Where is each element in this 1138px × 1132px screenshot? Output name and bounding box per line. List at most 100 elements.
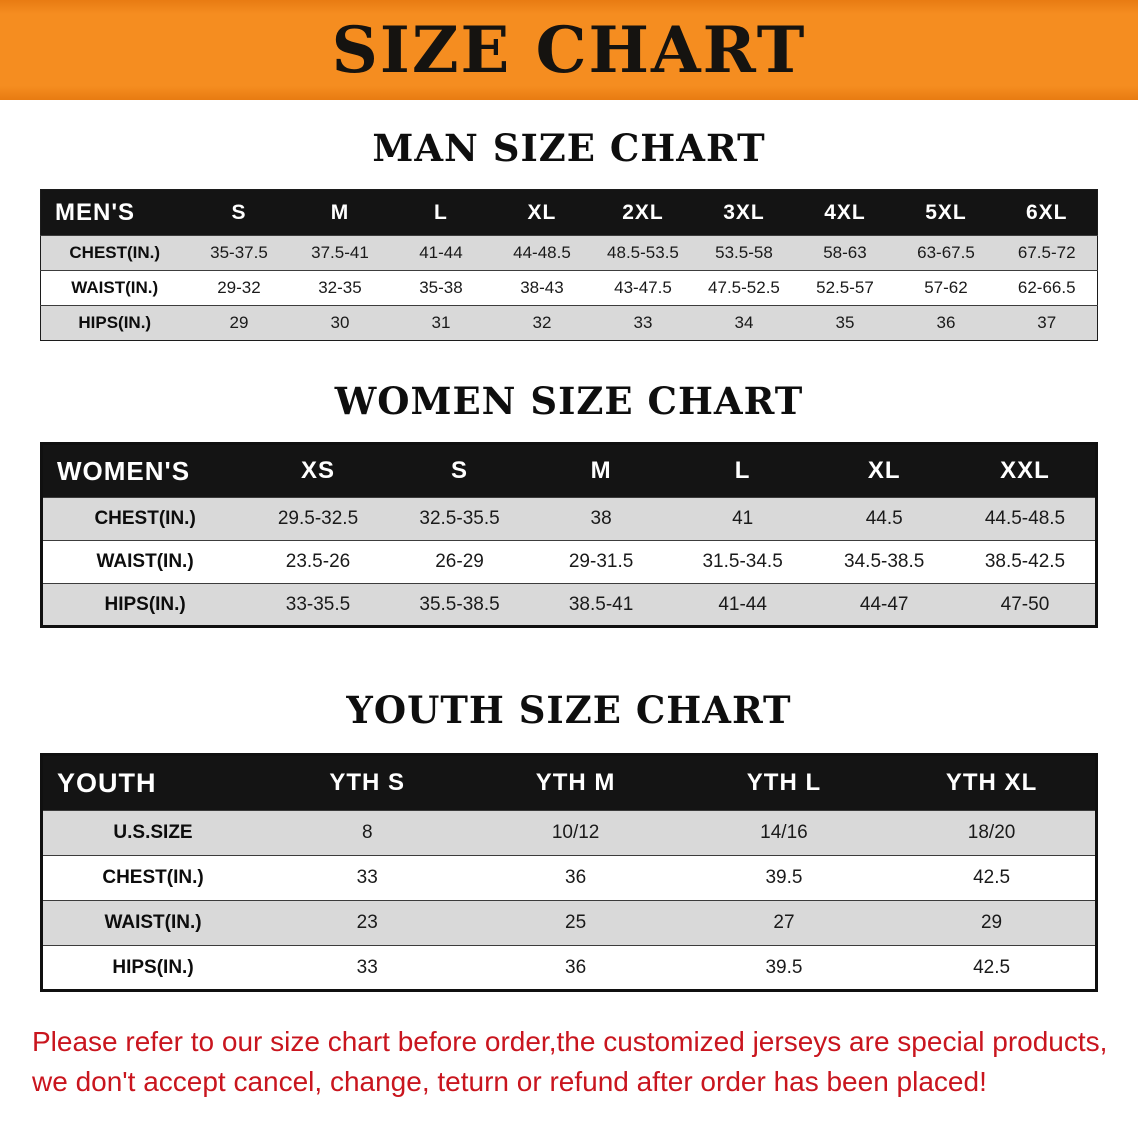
size-value-cell: 35-38 [419, 278, 463, 297]
row-label: HIPS(IN.) [104, 593, 186, 615]
size-value-cell: 26-29 [435, 551, 484, 572]
men-size-section: MAN SIZE CHART MEN'S S M L XL 2XL 3XL 4XL 5XL 6XL… [0, 130, 1138, 341]
size-value-cell: 34.5-38.5 [844, 551, 925, 572]
size-value-cell: 39.5 [765, 956, 803, 978]
size-column-header: M [590, 457, 612, 484]
size-value-cell: 43-47.5 [614, 278, 672, 297]
size-value-cell: 37.5-41 [311, 243, 369, 262]
size-value-cell: 18/20 [967, 822, 1016, 843]
size-value-cell: 36 [936, 313, 956, 332]
row-label: CHEST(IN.) [102, 867, 204, 888]
row-label: HIPS(IN.) [78, 313, 152, 332]
table-row: HIPS(IN.) 33-35.5 35.5-38.5 38.5-41 41-44 44-… [41, 583, 1097, 627]
table-row: WAIST(IN.) 23.5-26 26-29 29-31.5 31.5-34.5 34… [41, 540, 1097, 584]
size-column-header: YTH L [746, 769, 822, 796]
size-value-cell: 38.5-42.5 [984, 551, 1066, 572]
men-size-table: MEN'S S M L XL 2XL 3XL 4XL 5XL 6XL CHEST(IN.) 35-37… [40, 189, 1098, 341]
row-label: WAIST(IN.) [104, 912, 202, 933]
size-column-header: 2XL [622, 200, 664, 224]
size-value-cell: 29.5-32.5 [277, 508, 359, 529]
size-value-cell: 33 [356, 956, 378, 978]
size-value-cell: 58-63 [823, 243, 867, 262]
size-column-header: M [330, 200, 350, 224]
size-value-cell: 36 [565, 867, 587, 888]
page-title: SIZE CHART [331, 12, 807, 88]
size-column-header: XL [527, 200, 557, 224]
size-value-cell: 33 [633, 313, 653, 332]
size-column-header: 3XL [723, 200, 765, 224]
size-value-cell: 34 [734, 313, 754, 332]
size-value-cell: 35 [835, 313, 855, 332]
size-value-cell: 32.5-35.5 [419, 508, 500, 529]
disclaimer-line-1: Please refer to our size chart before or… [32, 1026, 1108, 1057]
size-value-cell: 42.5 [973, 867, 1011, 888]
size-value-cell: 41 [732, 508, 754, 529]
table-header-row: MEN'S S M L XL 2XL 3XL 4XL 5XL 6XL [40, 189, 1098, 236]
size-column-header: YTH XL [945, 769, 1038, 796]
row-label: WAIST(IN.) [96, 551, 194, 572]
size-column-header: S [451, 457, 469, 484]
table-row: HIPS(IN.) 33 36 39.5 42.5 [41, 945, 1097, 991]
disclaimer-line-2: we don't accept cancel, change, teturn o… [32, 1066, 987, 1097]
size-value-cell: 53.5-58 [715, 243, 773, 262]
size-value-cell: 27 [773, 912, 795, 933]
table-row: WAIST(IN.) 23 25 27 29 [41, 900, 1097, 946]
size-value-cell: 32 [532, 313, 552, 332]
size-value-cell: 30 [330, 313, 350, 332]
size-value-cell: 47-50 [1000, 593, 1050, 615]
size-column-header: YTH S [329, 769, 406, 796]
size-value-cell: 35.5-38.5 [419, 593, 500, 615]
table-header-row: WOMEN'S XS S M L XL XXL [41, 443, 1097, 498]
size-column-header: XXL [1000, 457, 1050, 484]
size-value-cell: 29 [980, 912, 1003, 933]
women-size-section: WOMEN SIZE CHART WOMEN'S XS S M L XL XXL CHEST(… [0, 383, 1138, 628]
size-value-cell: 14/16 [760, 822, 808, 843]
size-value-cell: 44-48.5 [513, 243, 571, 262]
size-value-cell: 48.5-53.5 [607, 243, 679, 262]
youth-size-table: YOUTH YTH S YTH M YTH L YTH XL U.S.SIZE 8 10/12… [40, 753, 1098, 992]
size-value-cell: 39.5 [765, 867, 803, 888]
youth-section-heading: YOUTH SIZE CHART [346, 688, 792, 732]
size-value-cell: 33 [356, 867, 378, 888]
row-label: U.S.SIZE [113, 822, 193, 843]
table-row: U.S.SIZE 8 10/12 14/16 18/20 [41, 810, 1097, 856]
size-value-cell: 25 [565, 912, 587, 933]
size-value-cell: 57-62 [924, 278, 968, 297]
row-label: HIPS(IN.) [112, 956, 194, 978]
size-column-header: S [231, 200, 247, 224]
size-value-cell: 63-67.5 [917, 243, 975, 262]
size-value-cell: 37 [1037, 313, 1057, 332]
row-label: CHEST(IN.) [94, 508, 196, 529]
youth-size-section: YOUTH SIZE CHART YOUTH YTH S YTH M YTH L YTH… [0, 692, 1138, 992]
disclaimer-note: Please refer to our size chart before or… [32, 1022, 1110, 1102]
size-value-cell: 35-37.5 [210, 243, 268, 262]
size-value-cell: 38-43 [520, 278, 564, 297]
size-column-header: XL [867, 457, 901, 484]
size-value-cell: 38.5-41 [568, 593, 634, 615]
size-column-header: YTH M [535, 769, 616, 796]
women-section-heading: WOMEN SIZE CHART [334, 379, 804, 423]
table-row: WAIST(IN.) 29-32 32-35 35-38 38-43 43-47.5 47.… [40, 270, 1098, 306]
size-value-cell: 47.5-52.5 [708, 278, 780, 297]
size-value-cell: 41-44 [718, 593, 767, 615]
size-value-cell: 32-35 [318, 278, 362, 297]
table-row: HIPS(IN.) 29 30 31 32 33 34 35 36 37 [40, 305, 1098, 341]
size-value-cell: 44.5-48.5 [984, 508, 1066, 529]
women-size-table: WOMEN'S XS S M L XL XXL CHEST(IN.) 29.5-32.5 32.5… [40, 442, 1098, 628]
size-value-cell: 29-31.5 [568, 551, 634, 572]
row-label: WAIST(IN.) [71, 278, 159, 297]
table-header-row: YOUTH YTH S YTH M YTH L YTH XL [41, 754, 1097, 811]
table-corner-label: WOMEN'S [57, 455, 191, 486]
size-value-cell: 36 [565, 956, 587, 978]
banner: SIZE CHART [0, 0, 1138, 100]
size-value-cell: 67.5-72 [1017, 243, 1076, 262]
size-value-cell: 8 [361, 822, 373, 843]
size-value-cell: 23 [356, 912, 378, 933]
men-section-heading: MAN SIZE CHART [372, 126, 766, 170]
size-column-header: 4XL [824, 200, 866, 224]
size-column-header: 5XL [925, 200, 967, 224]
table-row: CHEST(IN.) 35-37.5 37.5-41 41-44 44-48.5 48.5… [40, 235, 1098, 271]
size-column-header: L [434, 200, 448, 224]
size-column-header: 6XL [1025, 200, 1068, 224]
size-value-cell: 29-32 [217, 278, 261, 297]
